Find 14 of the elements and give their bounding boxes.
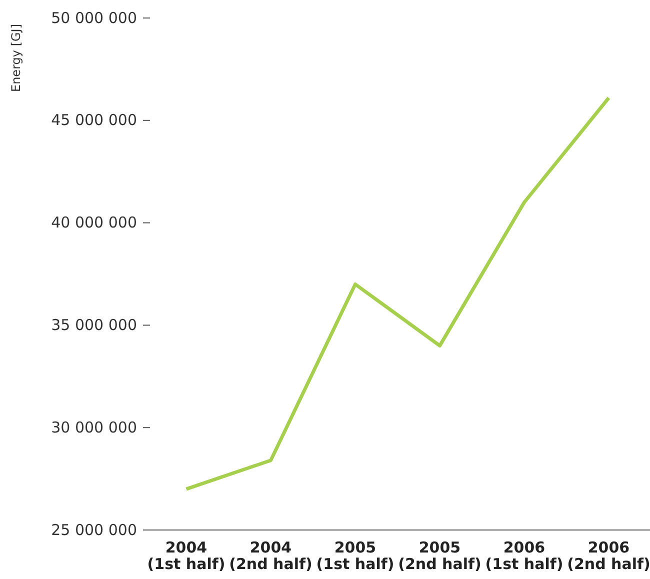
y-tick-label: 45 000 000 [51, 111, 137, 130]
x-tick-label: 2006 (1st half) [485, 538, 564, 574]
x-tick-label: 2005 (1st half) [316, 538, 394, 574]
y-axis-title: Energy [GJ] [9, 24, 23, 92]
y-tick-label: 30 000 000 [51, 418, 137, 436]
y-tick-label: 50 000 000 [51, 8, 137, 27]
x-tick-label: 2006 (2nd half) [567, 538, 650, 574]
x-tick-label: 2004 (1st half) [147, 538, 226, 574]
line-series [184, 96, 610, 491]
x-tick-label: 2004 (2nd half) [229, 538, 312, 574]
y-tick-label: 40 000 000 [51, 214, 137, 232]
y-tick-label: 25 000 000 [51, 520, 137, 539]
y-tick-label: 35 000 000 [51, 316, 137, 334]
x-tick-label: 2005 (2nd half) [398, 538, 482, 574]
